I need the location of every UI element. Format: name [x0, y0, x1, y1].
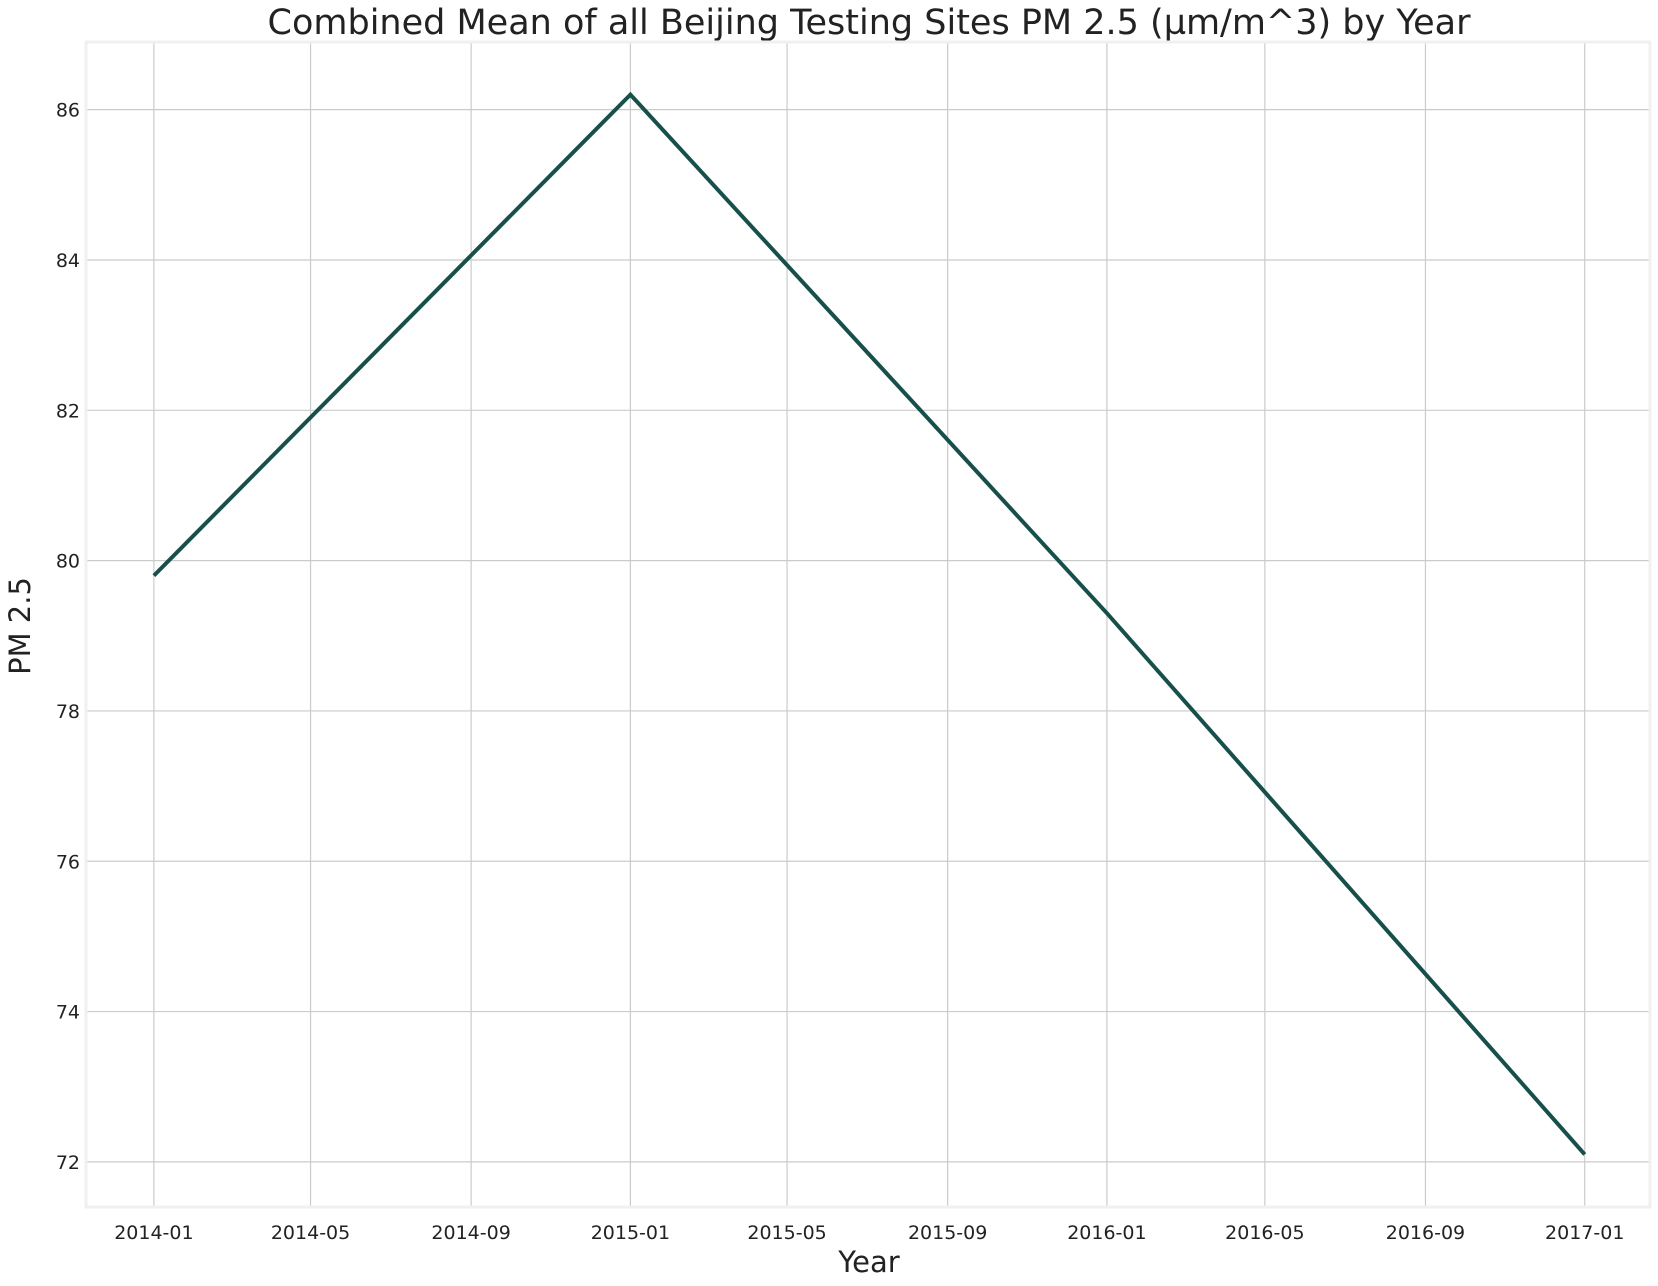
- x-tick-label: 2016-01: [1067, 1222, 1146, 1244]
- x-tick-label: 2014-05: [271, 1222, 350, 1244]
- x-tick-label: 2016-09: [1386, 1222, 1465, 1244]
- y-tick-label: 86: [56, 100, 80, 122]
- x-tick-labels: 2014-01 2014-05 2014-09 2015-01 2015-05 2015-…: [114, 1222, 1624, 1244]
- y-tick-label: 82: [56, 400, 80, 422]
- x-tick-label: 2015-05: [747, 1222, 826, 1244]
- y-tick-labels: 72 74 76 78 80 82 84 86: [56, 100, 80, 1174]
- x-tick-label: 2015-09: [908, 1222, 987, 1244]
- plot-frame: [84, 40, 1652, 1209]
- x-axis-label: Year: [837, 1245, 899, 1279]
- y-tick-label: 76: [56, 851, 80, 873]
- y-tick-label: 74: [56, 1002, 80, 1024]
- x-tick-label: 2014-01: [114, 1222, 193, 1244]
- chart-title: Combined Mean of all Beijing Testing Sit…: [268, 3, 1472, 43]
- series-line: [152, 91, 1587, 1156]
- y-tick-label: 84: [56, 250, 80, 272]
- y-axis-label: PM 2.5: [3, 577, 37, 675]
- y-tick-label: 72: [56, 1152, 80, 1174]
- y-tick-label: 78: [56, 701, 80, 723]
- x-tick-label: 2015-01: [591, 1222, 670, 1244]
- series-layer: [152, 91, 1587, 1156]
- y-tick-label: 80: [56, 551, 80, 573]
- x-tick-label: 2017-01: [1545, 1222, 1624, 1244]
- grid-layer: [86, 42, 1650, 1207]
- x-tick-label: 2016-05: [1225, 1222, 1304, 1244]
- x-tick-label: 2014-09: [431, 1222, 510, 1244]
